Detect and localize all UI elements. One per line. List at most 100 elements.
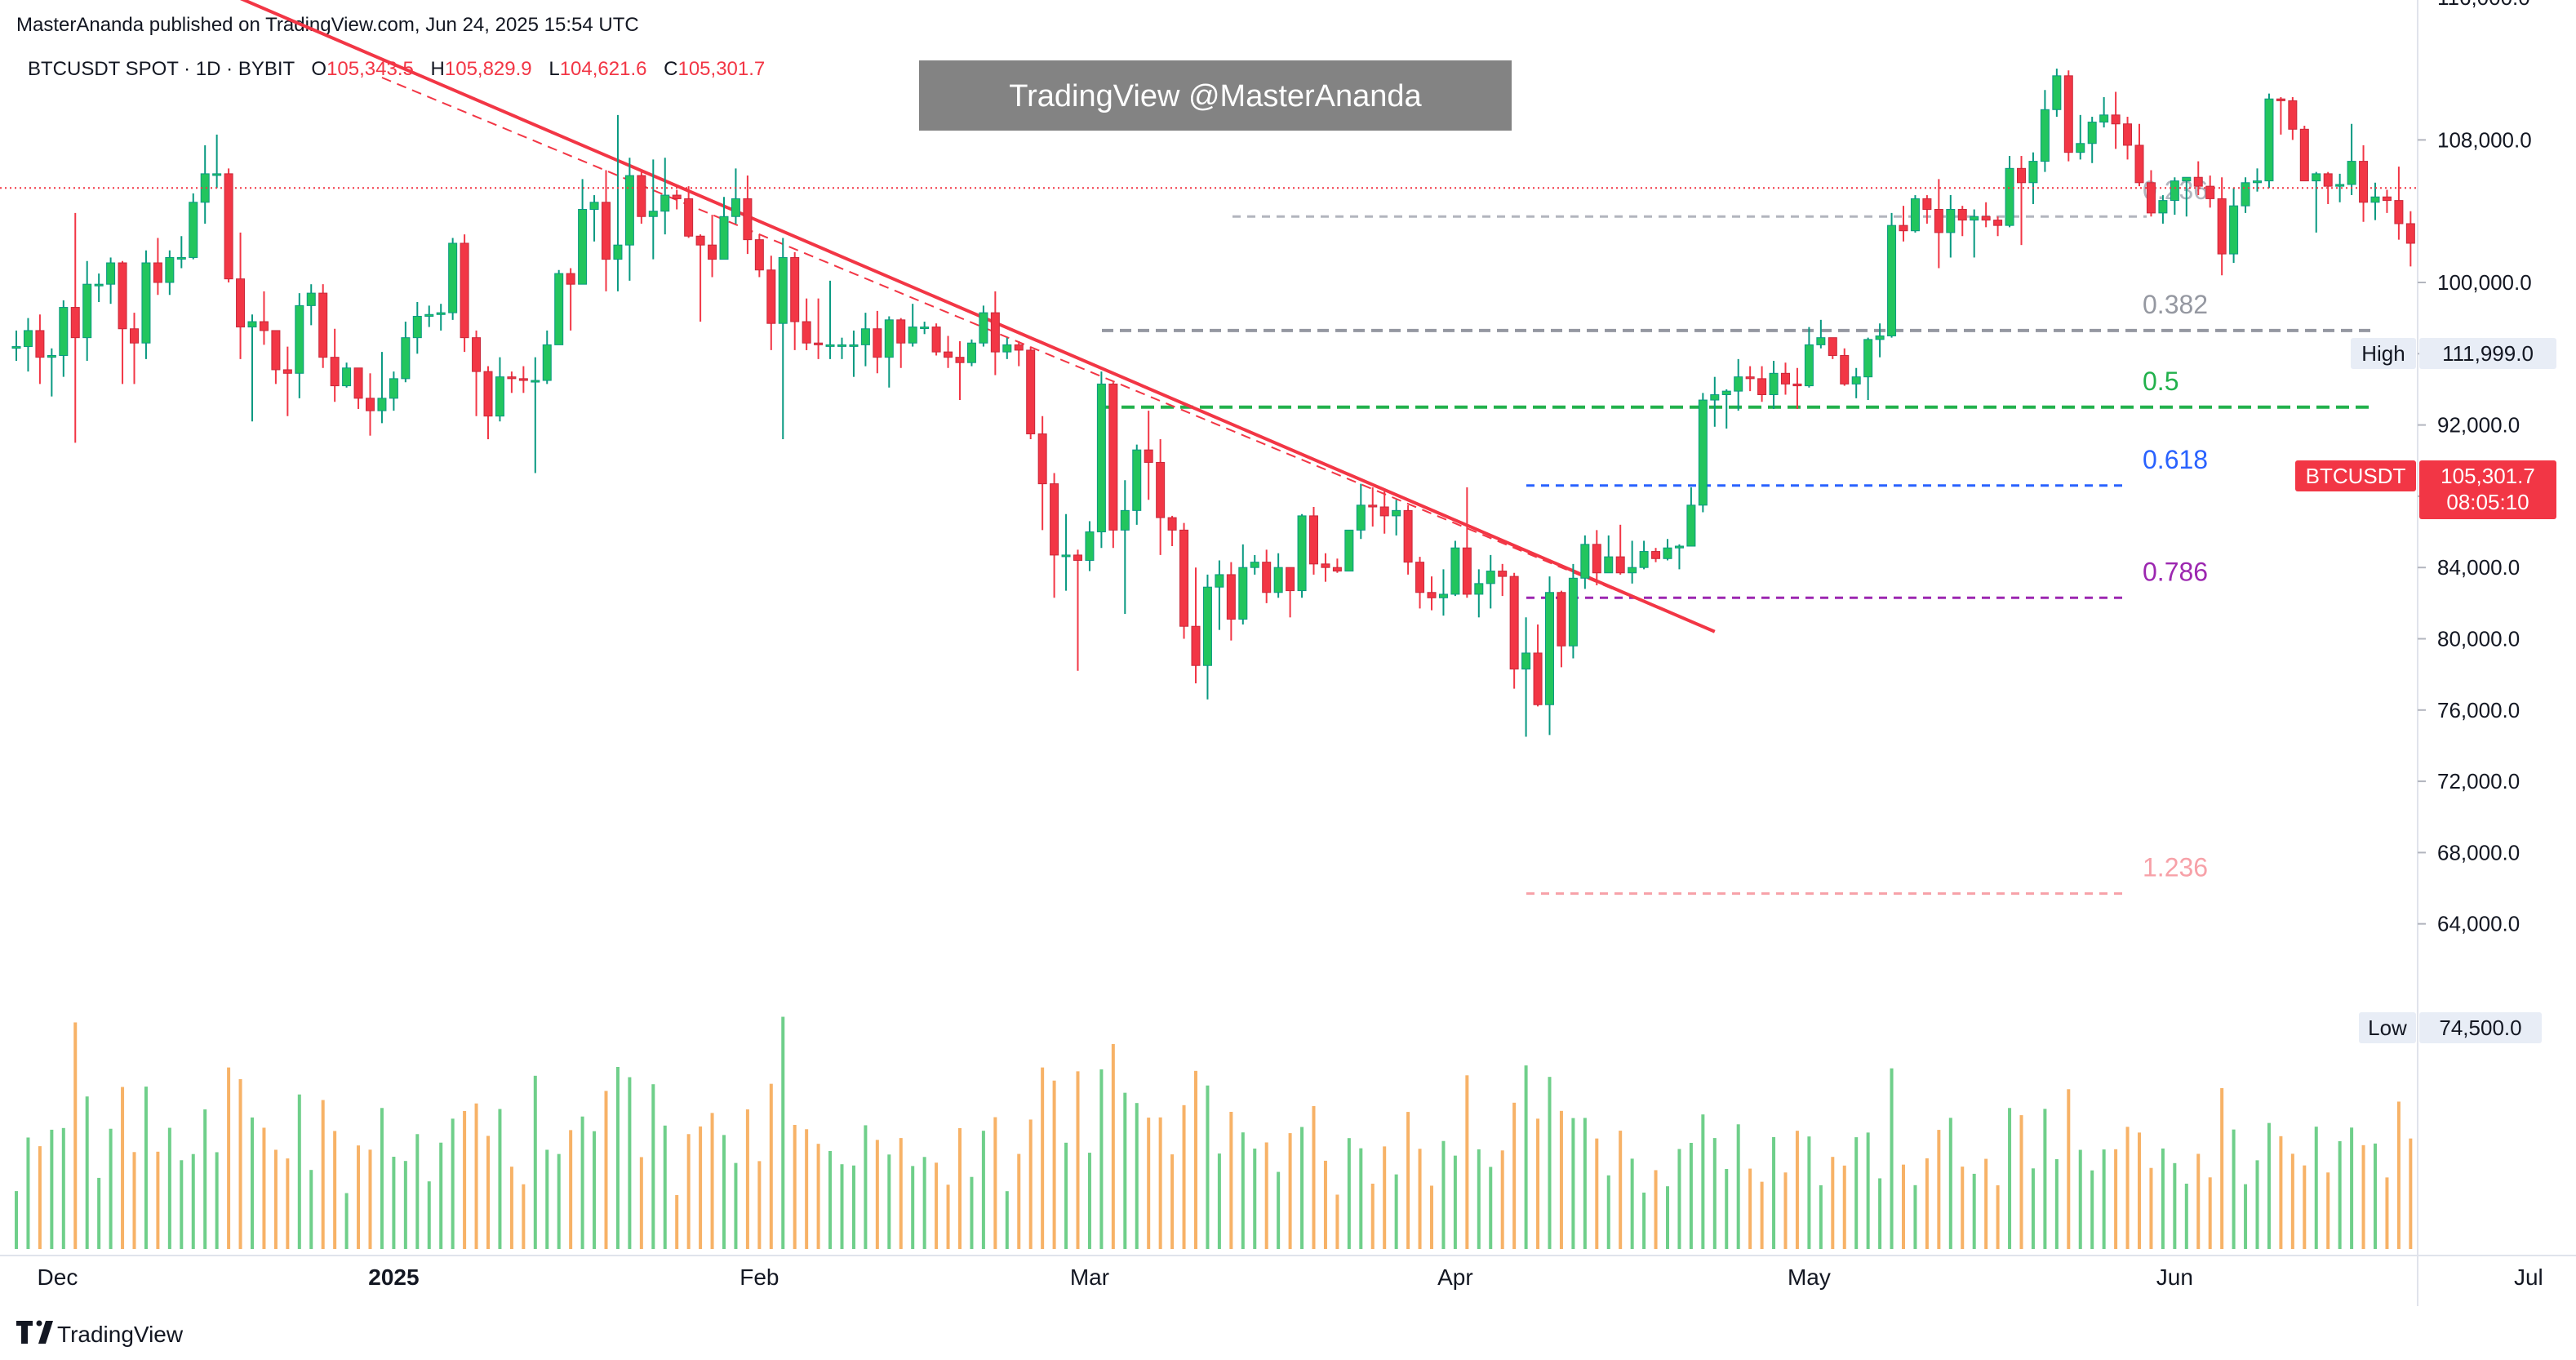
candle[interactable]: [424, 305, 434, 327]
candle[interactable]: [377, 352, 387, 424]
candle[interactable]: [1415, 557, 1425, 609]
candle[interactable]: [2405, 211, 2415, 267]
candle[interactable]: [2347, 123, 2356, 196]
candle[interactable]: [224, 168, 233, 282]
candle[interactable]: [2359, 144, 2369, 222]
candle[interactable]: [979, 305, 988, 347]
candle[interactable]: [141, 250, 151, 359]
candle[interactable]: [1769, 361, 1779, 409]
candle[interactable]: [153, 238, 162, 296]
candle[interactable]: [1462, 487, 1472, 598]
candle[interactable]: [944, 336, 953, 368]
candle[interactable]: [2134, 123, 2144, 187]
candle[interactable]: [2076, 114, 2085, 160]
candle[interactable]: [531, 357, 540, 473]
candle[interactable]: [2099, 97, 2109, 128]
candle[interactable]: [1356, 483, 1366, 540]
candle[interactable]: [1427, 576, 1437, 611]
candle[interactable]: [306, 284, 316, 326]
candle[interactable]: [695, 234, 705, 322]
candle[interactable]: [2028, 152, 2038, 204]
candle[interactable]: [353, 367, 363, 409]
candle[interactable]: [1096, 371, 1106, 549]
candle[interactable]: [2241, 177, 2250, 213]
candle[interactable]: [1344, 529, 1354, 572]
candle[interactable]: [389, 371, 398, 411]
candle[interactable]: [1450, 540, 1460, 597]
candle[interactable]: [684, 186, 694, 238]
candle[interactable]: [1332, 558, 1342, 573]
candle[interactable]: [1792, 367, 1802, 409]
candle[interactable]: [1651, 548, 1661, 562]
trendline-solid[interactable]: [135, 0, 1716, 633]
candle[interactable]: [578, 179, 588, 285]
candle[interactable]: [637, 170, 646, 224]
candle[interactable]: [1663, 539, 1672, 561]
candle[interactable]: [2123, 117, 2133, 160]
candle[interactable]: [259, 291, 269, 345]
candle[interactable]: [2299, 125, 2309, 182]
candle[interactable]: [1379, 491, 1389, 534]
candle[interactable]: [1592, 530, 1601, 586]
candle[interactable]: [212, 134, 222, 189]
candle[interactable]: [472, 330, 482, 416]
candle[interactable]: [1698, 393, 1708, 513]
candle[interactable]: [1486, 554, 1495, 609]
candle[interactable]: [1934, 179, 1943, 269]
candle[interactable]: [2193, 161, 2203, 196]
candle[interactable]: [908, 304, 917, 347]
candle[interactable]: [589, 195, 599, 242]
candle[interactable]: [1757, 366, 1767, 402]
candle[interactable]: [1226, 562, 1236, 641]
candle[interactable]: [2205, 176, 2215, 208]
candle[interactable]: [1804, 327, 1814, 388]
candle[interactable]: [613, 114, 623, 291]
candle[interactable]: [2229, 188, 2239, 263]
candle[interactable]: [602, 170, 611, 291]
candle[interactable]: [2382, 189, 2392, 213]
candle[interactable]: [2063, 70, 2073, 162]
candle[interactable]: [1144, 411, 1153, 500]
candle[interactable]: [778, 238, 788, 440]
candle[interactable]: [1745, 366, 1755, 392]
candle[interactable]: [1899, 206, 1908, 242]
candle[interactable]: [1721, 389, 1731, 429]
candle[interactable]: [483, 366, 493, 440]
candle[interactable]: [1580, 535, 1590, 589]
candle[interactable]: [1981, 202, 1991, 228]
candle[interactable]: [1875, 323, 1885, 358]
candle[interactable]: [2288, 97, 2298, 140]
candle[interactable]: [35, 314, 45, 384]
candle[interactable]: [1309, 506, 1318, 575]
candle[interactable]: [1710, 376, 1720, 427]
candle[interactable]: [1297, 513, 1307, 598]
candle[interactable]: [814, 298, 824, 359]
candle[interactable]: [106, 257, 116, 304]
candle[interactable]: [708, 215, 717, 278]
candle[interactable]: [766, 256, 776, 350]
candle[interactable]: [1863, 337, 1873, 401]
candle[interactable]: [1816, 319, 1826, 349]
candle[interactable]: [743, 176, 753, 255]
candle[interactable]: [1050, 473, 1059, 598]
candle[interactable]: [82, 260, 92, 362]
candle[interactable]: [554, 269, 564, 345]
candle[interactable]: [1156, 439, 1166, 555]
candle[interactable]: [118, 260, 127, 384]
candle[interactable]: [1167, 515, 1177, 547]
candle[interactable]: [1002, 337, 1012, 359]
candle[interactable]: [1946, 195, 1956, 258]
candle[interactable]: [366, 373, 375, 436]
candle[interactable]: [802, 298, 811, 350]
candle[interactable]: [11, 330, 21, 362]
candle[interactable]: [1403, 504, 1413, 575]
candle[interactable]: [1474, 569, 1484, 618]
candle[interactable]: [1674, 544, 1684, 570]
candle[interactable]: [1828, 337, 1837, 359]
candle[interactable]: [507, 371, 517, 393]
candle[interactable]: [236, 232, 246, 359]
candle[interactable]: [542, 330, 552, 384]
candle[interactable]: [1521, 617, 1531, 737]
candle[interactable]: [660, 158, 670, 235]
